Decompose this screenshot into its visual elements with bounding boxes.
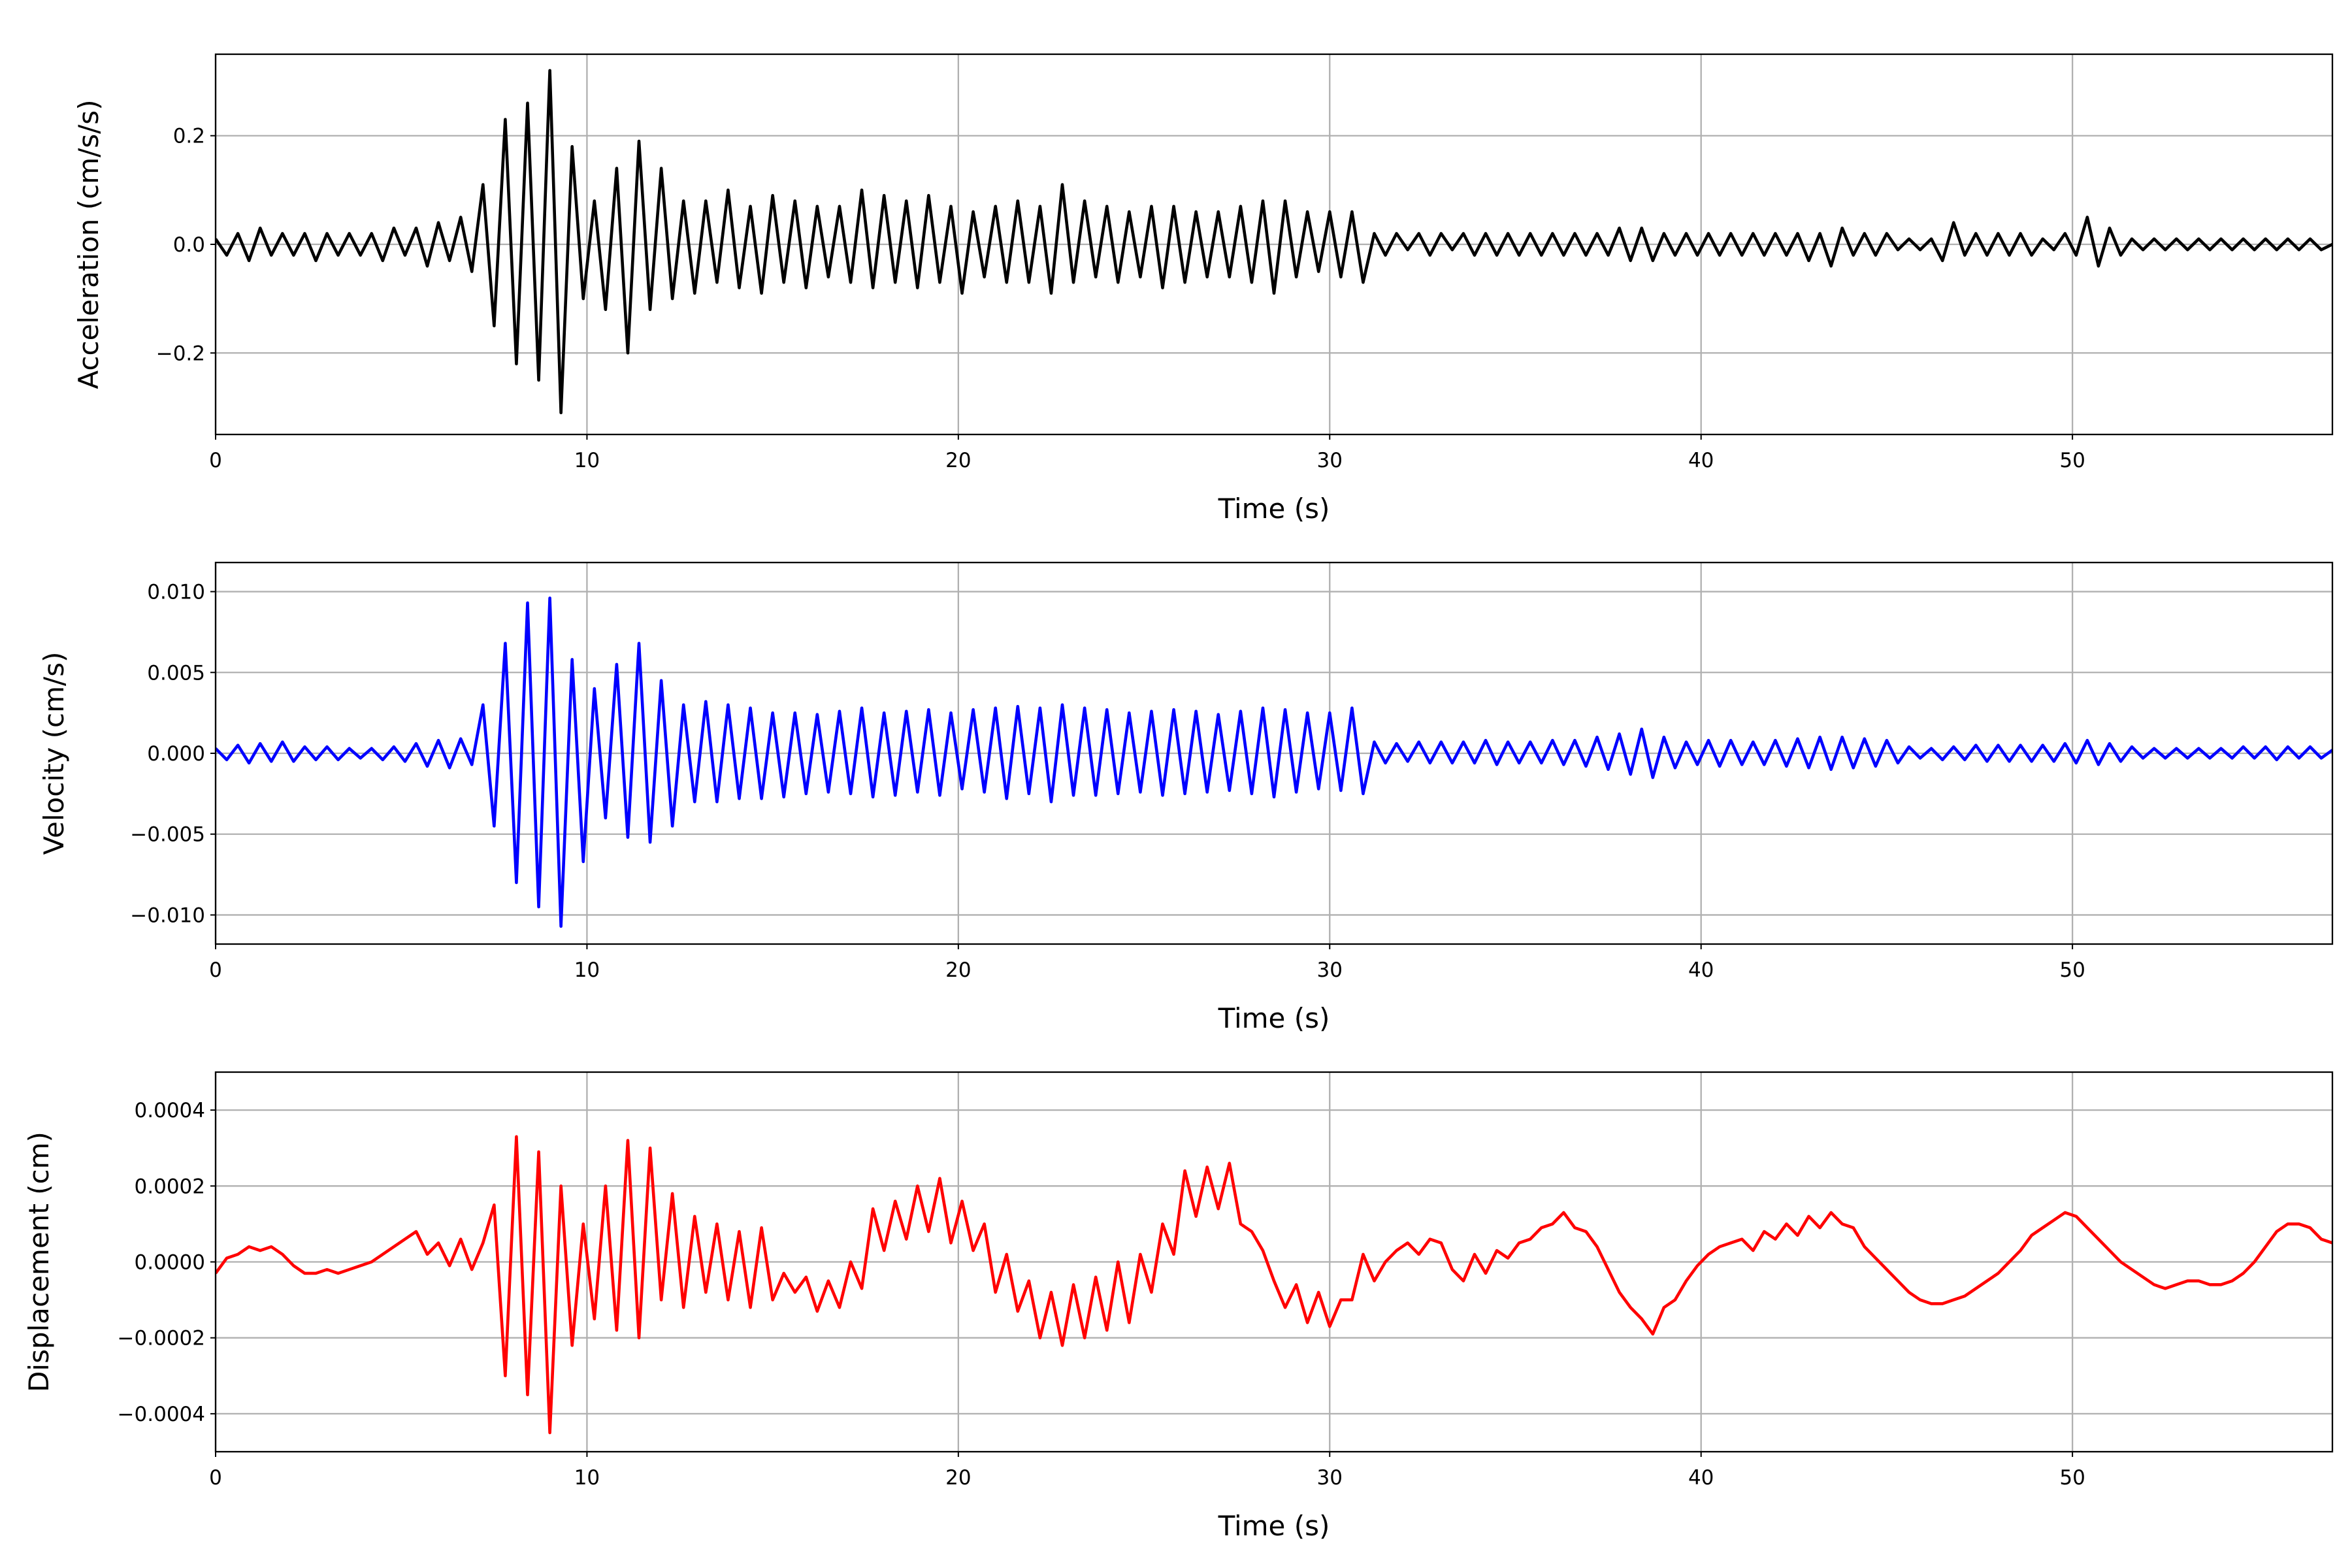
x-tick-label: 0 — [209, 958, 222, 982]
y-tick-label: 0.010 — [147, 581, 205, 604]
x-tick-label: 10 — [574, 1466, 600, 1490]
axes-frame — [214, 561, 2334, 945]
x-tick-label: 40 — [1688, 1466, 1714, 1490]
axes-frame — [214, 1071, 2334, 1453]
y-tick-label: −0.2 — [156, 342, 205, 365]
x-tick-label: 30 — [1317, 449, 1343, 472]
x-tick-label: 30 — [1317, 1466, 1343, 1490]
axes-frame — [214, 53, 2334, 436]
data-line — [216, 69, 2332, 415]
x-tick-label: 40 — [1688, 449, 1714, 472]
y-tick-label: 0.2 — [173, 125, 205, 148]
y-tick-label: 0.0004 — [135, 1099, 205, 1122]
x-axis-label: Time (s) — [1218, 1510, 1330, 1542]
x-tick-label: 10 — [574, 449, 600, 472]
x-tick-label: 50 — [2059, 449, 2085, 472]
data-line — [216, 1135, 2332, 1435]
y-tick-label: 0.0 — [173, 233, 205, 257]
y-tick-label: 0.0002 — [135, 1175, 205, 1198]
x-tick-label: 10 — [574, 958, 600, 982]
y-axis-label: Acceleration (cm/s/s) — [73, 99, 105, 389]
data-line — [216, 596, 2332, 928]
x-tick-label: 20 — [945, 958, 971, 982]
y-tick-label: −0.0004 — [118, 1403, 205, 1426]
y-tick-label: −0.005 — [130, 823, 205, 847]
x-tick-label: 50 — [2059, 1466, 2085, 1490]
x-tick-label: 50 — [2059, 958, 2085, 982]
y-axis-label: Velocity (cm/s) — [38, 652, 70, 855]
x-tick-label: 20 — [945, 1466, 971, 1490]
y-tick-label: 0.000 — [147, 742, 205, 766]
x-tick-label: 0 — [209, 1466, 222, 1490]
y-tick-label: 0.0000 — [135, 1251, 205, 1275]
x-tick-label: 30 — [1317, 958, 1343, 982]
x-tick-label: 20 — [945, 449, 971, 472]
x-tick-label: 0 — [209, 449, 222, 472]
y-tick-label: −0.0002 — [118, 1327, 205, 1350]
x-axis-label: Time (s) — [1218, 493, 1330, 525]
x-tick-label: 40 — [1688, 958, 1714, 982]
x-axis-label: Time (s) — [1218, 1002, 1330, 1034]
y-axis-label: Displacement (cm) — [23, 1132, 55, 1392]
y-tick-label: −0.010 — [130, 904, 205, 927]
y-tick-label: 0.005 — [147, 661, 205, 685]
